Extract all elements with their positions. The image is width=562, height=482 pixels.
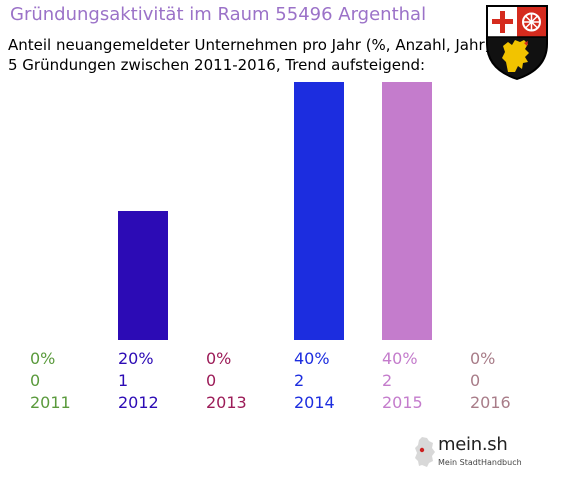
count-label-2016: 0 (470, 371, 481, 390)
germany-map-icon (415, 437, 435, 467)
percent-label-2015: 40% (382, 349, 418, 368)
logo-tagline: Mein StadtHandbuch (438, 458, 522, 467)
year-label-2012: 2012 (118, 393, 159, 412)
column-labels: 0% 0 2011 20% 1 2012 0% 0 2013 40% 2 2014 40% 2 2015 0%… (0, 348, 562, 428)
bar-2014 (294, 82, 344, 340)
count-label-2011: 0 (30, 371, 41, 390)
percent-label-2011: 0% (30, 349, 56, 368)
count-label-2014: 2 (294, 371, 305, 390)
mein-sh-logo[interactable]: mein.sh Mein StadtHandbuch (414, 432, 526, 474)
year-label-2013: 2013 (206, 393, 247, 412)
count-label-2012: 1 (118, 371, 129, 390)
subtitle-line-2: 5 Gründungen zwischen 2011-2016, Trend a… (8, 56, 426, 74)
chart-subtitle: Anteil neuangemeldeter Unternehmen pro J… (8, 35, 491, 75)
column-label-2012: 20% 1 2012 (118, 348, 178, 414)
year-label-2015: 2015 (382, 393, 423, 412)
chart-title: Gründungsaktivität im Raum 55496 Argenth… (10, 4, 427, 25)
percent-label-2014: 40% (294, 349, 330, 368)
subtitle-line-1: Anteil neuangemeldeter Unternehmen pro J… (8, 36, 491, 54)
column-label-2015: 40% 2 2015 (382, 348, 442, 414)
column-label-2014: 40% 2 2014 (294, 348, 354, 414)
column-label-2011: 0% 0 2011 (30, 348, 90, 414)
count-label-2015: 2 (382, 371, 393, 390)
year-label-2016: 2016 (470, 393, 511, 412)
percent-label-2016: 0% (470, 349, 496, 368)
year-label-2014: 2014 (294, 393, 335, 412)
column-label-2013: 0% 0 2013 (206, 348, 266, 414)
rhineland-palatinate-coat-of-arms-icon (486, 5, 548, 80)
year-label-2011: 2011 (30, 393, 71, 412)
bar-2015 (382, 82, 432, 340)
percent-label-2013: 0% (206, 349, 232, 368)
bar-2012 (118, 211, 168, 340)
count-label-2013: 0 (206, 371, 217, 390)
logo-name: mein.sh (438, 434, 508, 455)
percent-label-2012: 20% (118, 349, 154, 368)
column-label-2016: 0% 0 2016 (470, 348, 530, 414)
